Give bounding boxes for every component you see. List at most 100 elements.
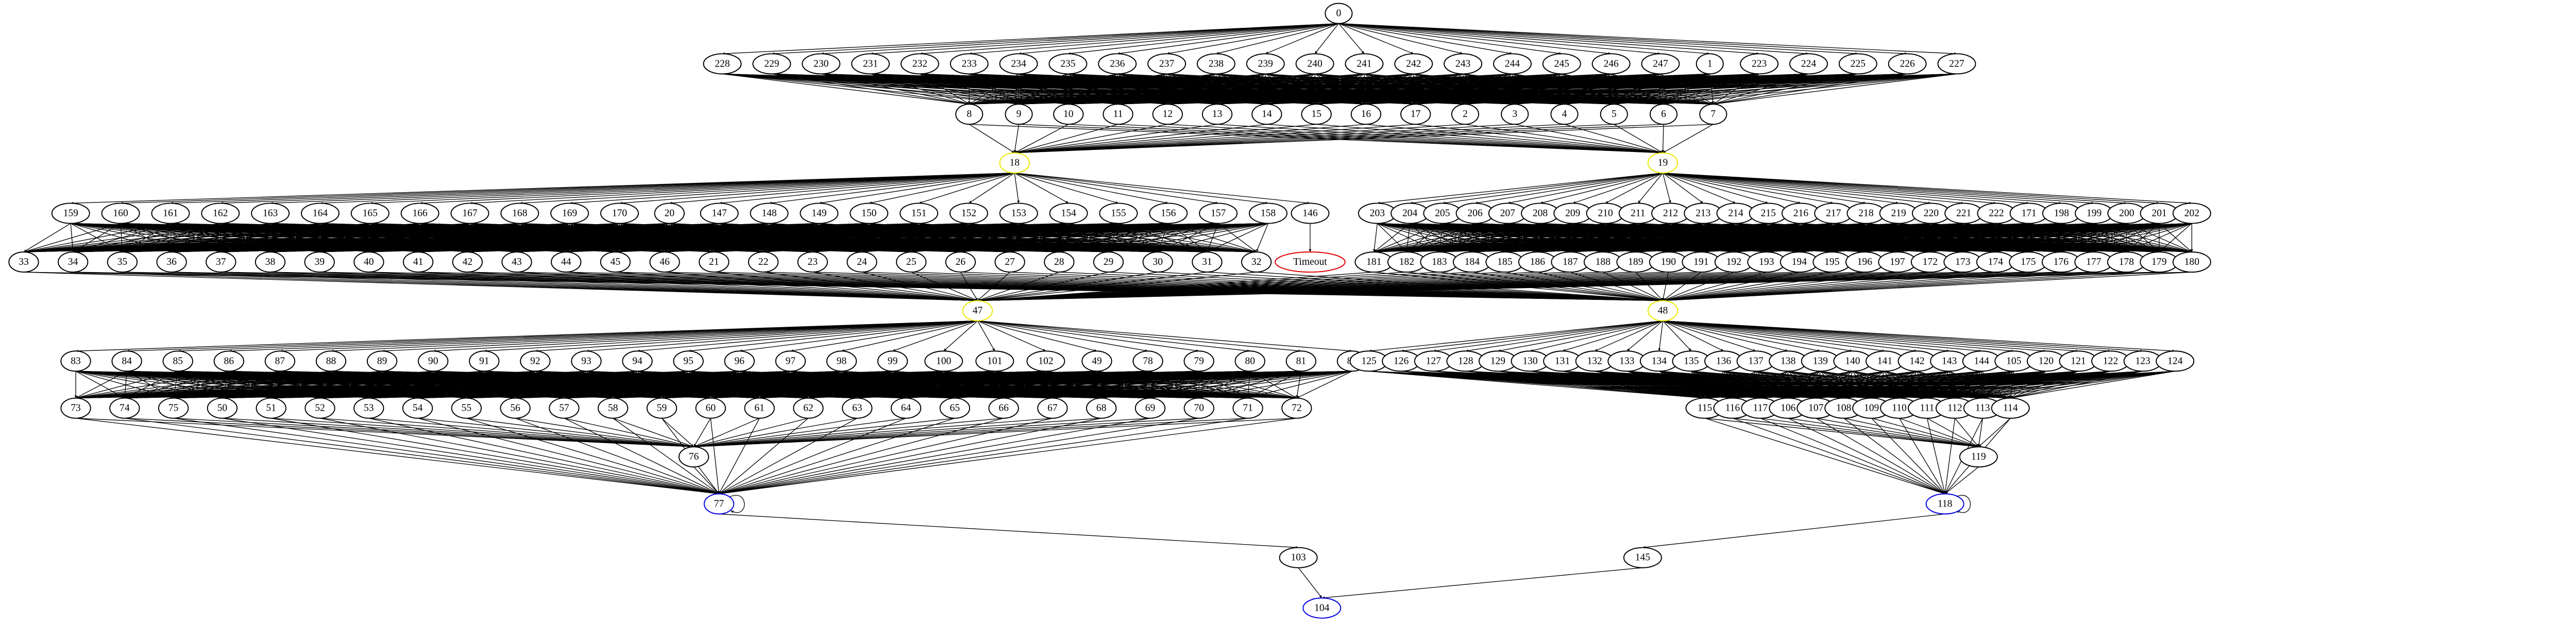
edge — [1314, 23, 1339, 54]
node-label: 133 — [1619, 356, 1635, 366]
node-label: 14 — [1262, 109, 1272, 120]
edge — [1014, 124, 1614, 154]
edge — [969, 73, 1266, 106]
edge — [969, 73, 1315, 106]
node-label: 200 — [2119, 208, 2134, 218]
edge — [1014, 124, 1515, 154]
edge — [1117, 23, 1339, 55]
edge — [869, 173, 1015, 204]
edge — [23, 223, 420, 254]
node-label: 62 — [803, 403, 814, 414]
edge — [1108, 223, 1268, 253]
node-label: 70 — [1194, 403, 1205, 414]
node-label: 145 — [1635, 552, 1651, 563]
node-label: 128 — [1458, 356, 1473, 366]
node-label: 35 — [117, 257, 128, 267]
edge — [911, 272, 978, 301]
node-label: 98 — [837, 356, 847, 366]
node-label: 115 — [1698, 403, 1713, 414]
node-label: 109 — [1864, 403, 1879, 414]
node-label: 210 — [1598, 208, 1613, 218]
edge — [1014, 124, 1118, 154]
edge — [615, 223, 1268, 254]
edge — [1067, 23, 1339, 55]
edge — [1158, 223, 1268, 253]
node-label: 230 — [814, 58, 829, 69]
node-label: 215 — [1761, 208, 1776, 218]
edge — [812, 223, 1268, 254]
node-label: 52 — [315, 403, 325, 414]
edge — [714, 272, 978, 302]
edge — [1338, 23, 1365, 54]
node-label: 87 — [275, 356, 285, 366]
edge — [1217, 73, 1957, 106]
node-label: 31 — [1202, 257, 1212, 267]
edge — [1338, 23, 1957, 55]
node-label: 208 — [1533, 208, 1548, 218]
edge — [969, 73, 1562, 106]
edge — [977, 272, 1407, 302]
edge — [960, 223, 1268, 254]
edge — [1442, 173, 1663, 205]
node-label: 162 — [213, 208, 228, 218]
node-label: 212 — [1663, 208, 1678, 218]
edge — [1374, 223, 1573, 253]
edge — [1663, 173, 2094, 205]
node-label: 242 — [1406, 58, 1421, 69]
node-label: 156 — [1161, 208, 1176, 218]
node-label: 155 — [1111, 208, 1126, 218]
node-label: 238 — [1209, 58, 1224, 69]
node-label: 45 — [611, 257, 621, 267]
edge — [23, 223, 270, 253]
node-label: 229 — [764, 58, 779, 69]
node-label: 22 — [758, 257, 769, 267]
edge — [1372, 223, 1378, 252]
node-label: 206 — [1467, 208, 1483, 218]
edge — [1832, 223, 2192, 254]
node-label: 173 — [1955, 257, 1971, 267]
node-label: 96 — [735, 356, 745, 366]
node-label: 112 — [1947, 403, 1962, 414]
node-label: 9 — [1016, 109, 1022, 120]
edge — [1663, 173, 2029, 205]
edge — [812, 272, 978, 302]
node-label: 65 — [950, 403, 960, 414]
edge — [1415, 73, 1957, 106]
node-label: 211 — [1631, 208, 1646, 218]
edge — [1614, 73, 1957, 106]
edge — [1374, 223, 1638, 253]
node-label: 176 — [2054, 257, 2069, 267]
node-label: 120 — [2039, 356, 2054, 366]
node-label: 57 — [559, 403, 569, 414]
node-label: 165 — [363, 208, 378, 218]
node-label: 78 — [1143, 356, 1153, 366]
edge — [969, 73, 1364, 106]
node-label: 236 — [1110, 58, 1125, 69]
edge — [1663, 173, 1964, 205]
node-label: 232 — [912, 58, 927, 69]
node-label: 147 — [712, 208, 727, 218]
node-label: 64 — [901, 403, 911, 414]
edge — [1374, 223, 1703, 254]
edge — [870, 73, 970, 105]
edge — [1663, 173, 1867, 205]
edge — [2126, 223, 2192, 252]
node-label: 77 — [714, 498, 724, 509]
edge — [665, 272, 978, 302]
edge — [23, 223, 620, 254]
edge — [1338, 23, 1513, 55]
node-label: 167 — [462, 208, 478, 218]
node-label: 13 — [1212, 109, 1223, 120]
edge — [1374, 223, 1606, 253]
edge — [1995, 223, 2192, 253]
node-label: 107 — [1808, 403, 1824, 414]
edge — [969, 73, 1612, 106]
node-label: 209 — [1565, 208, 1580, 218]
node-label: 24 — [857, 257, 867, 267]
node-label: 224 — [1801, 58, 1817, 69]
edge — [1014, 173, 1119, 204]
node-label: 53 — [364, 403, 374, 414]
edge — [1316, 124, 1663, 154]
edge — [2061, 223, 2192, 253]
